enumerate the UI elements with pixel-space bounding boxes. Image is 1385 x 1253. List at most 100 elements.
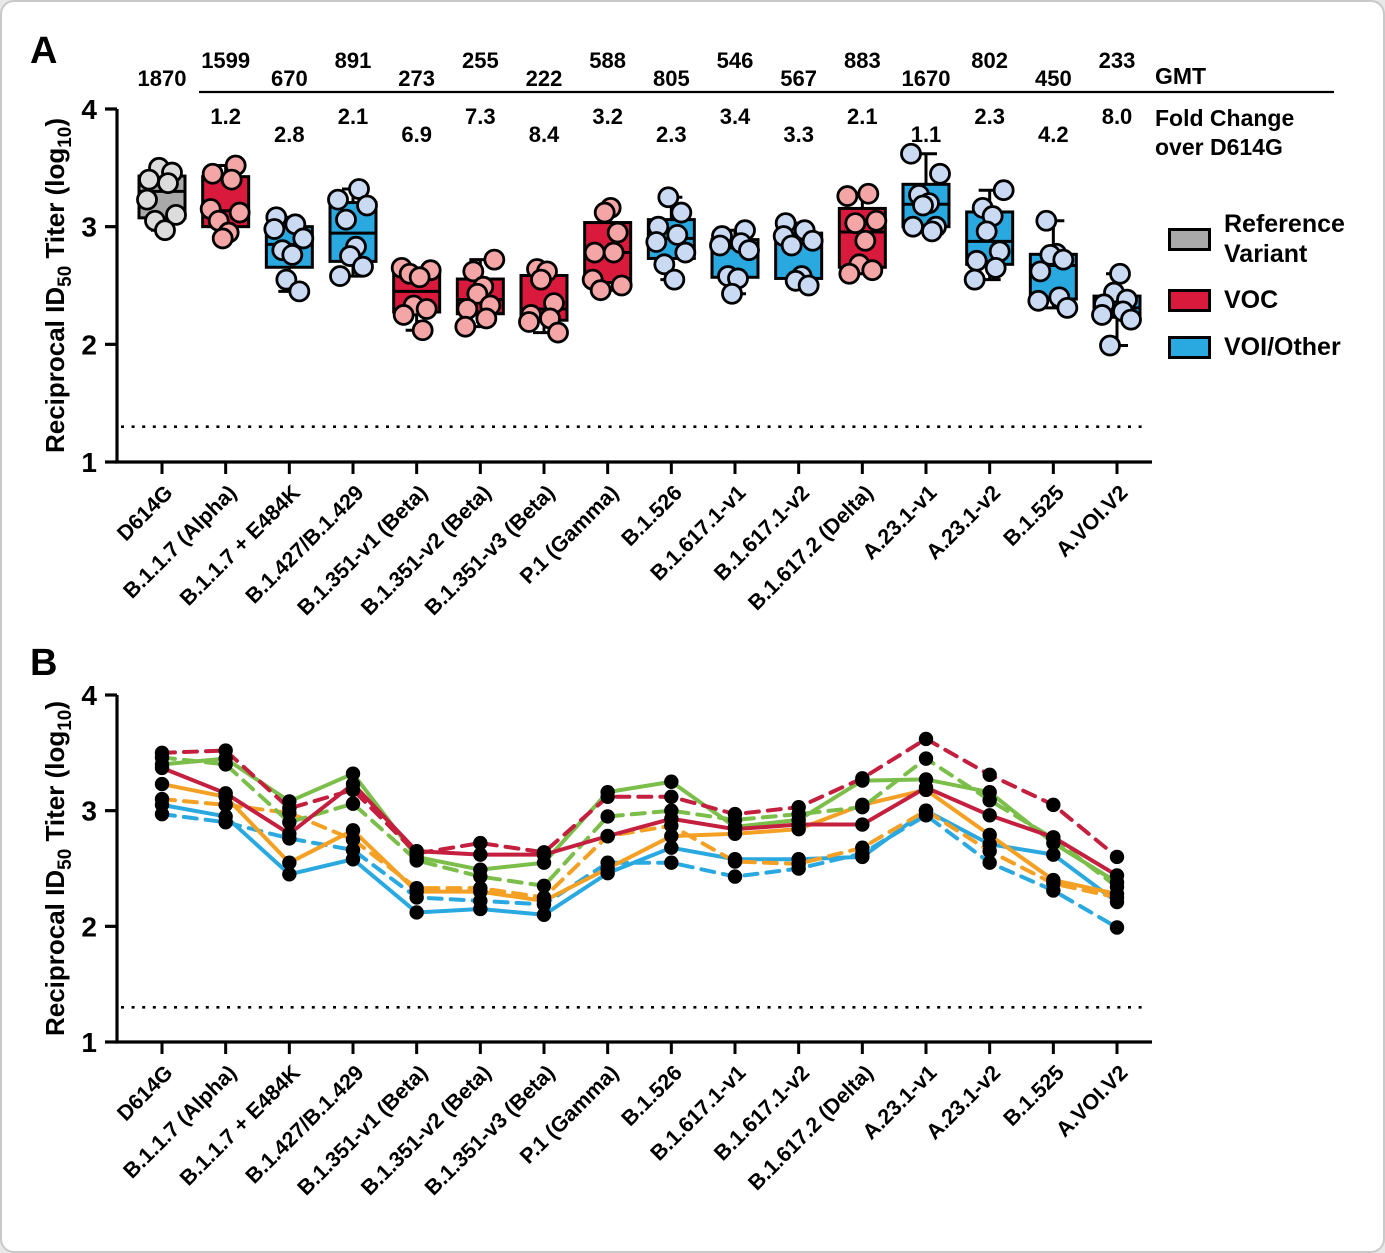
gmt-column-title: GMT [1155,63,1207,89]
serum-data-point [918,751,934,766]
serum-data-point [462,260,485,283]
serum-data-point [982,837,997,852]
gmt-value-B.1.617.1-v2: 567 [780,66,817,91]
panel-a-x-label-B.1.427/B.1.429: B.1.427/B.1.429 [241,481,369,609]
fold-change-value-B.1.617.1-v1: 3.4 [720,104,751,129]
serum-data-point [602,241,625,264]
serum-line-serum-7 [160,802,1119,917]
serum-data-point [855,817,870,832]
serum-data-point [288,280,311,303]
panel-b-y-tick-label: 1 [81,1027,97,1058]
serum-line-serum-5 [160,782,1119,903]
serum-data-point [282,805,297,821]
fold-change-value-B.1.427/B.1.429: 2.1 [338,104,369,129]
fold-change-value-B.1.526: 2.3 [656,122,687,147]
panel-a-x-label-B.1.1.7 (Alpha): B.1.1.7 (Alpha) [119,481,242,604]
serum-data-point [791,806,806,822]
gmt-value-B.1.351-v1 (Beta): 273 [398,66,435,91]
serum-data-point [606,221,629,244]
serum-data-point [356,194,378,217]
serum-data-point [912,194,934,217]
serum-data-point [918,808,934,823]
serum-data-point [610,274,633,297]
serum-data-point [473,847,488,862]
serum-line-serum-1 [160,765,1119,878]
fold-change-value-B.1.1.7 + E484K: 2.8 [274,122,305,147]
serum-line-serum-3 [160,756,1119,885]
serum-data-point [547,321,569,344]
serum-data-point [709,234,731,257]
serum-data-point [780,234,803,257]
serum-data-point [663,268,686,291]
serum-data-point [1091,304,1113,326]
box-plot-B.1.526 [645,186,697,291]
box-plot-B.1.617.1-v1 [709,219,760,305]
legend-label-voc: VOC [1224,286,1279,314]
legend-item-voc: VOC [1168,286,1345,316]
serum-data-point [836,185,859,207]
serum-data-point [855,797,870,813]
panel-b-x-label-B.1.427/B.1.429: B.1.427/B.1.429 [241,1061,369,1189]
serum-data-point [653,253,676,276]
serum-data-point [929,162,951,185]
serum-data-point [409,890,424,905]
box-plot-B.1.351-v1 (Beta) [390,256,442,342]
gmt-value-B.1.526: 805 [653,66,690,91]
legend-swatch-reference [1168,228,1211,251]
box-plot-B.1.617.1-v2 [772,212,824,297]
serum-data-point [154,806,170,822]
serum-data-point [984,256,1007,279]
serum-data-point [664,818,679,833]
panel-b-y-tick-label: 4 [81,680,97,711]
serum-data-point [282,855,297,870]
serum-data-point [664,789,679,804]
serum-data-point [536,855,552,870]
serum-data-point [918,731,934,747]
serum-data-point [902,215,924,238]
gmt-value-D614G: 1870 [138,66,187,91]
serum-data-point [861,259,884,282]
serum-data-point [1027,289,1050,312]
serum-data-point [854,229,877,252]
panel-b-y-tick-label: 2 [81,911,97,942]
serum-data-point [921,220,943,243]
serum-data-point [666,224,689,246]
panel-b-y-tick-label: 3 [81,796,97,827]
serum-data-point [536,907,552,922]
serum-data-point [136,188,158,211]
serum-data-point [473,893,488,909]
box-plot-B.1.427/B.1.429 [327,178,378,287]
serum-data-point [589,279,612,302]
fold-change-value-B.1.525: 4.2 [1038,122,1069,147]
serum-data-point [536,897,552,912]
serum-data-point [583,241,606,264]
panel-a-y-axis-title: Reciprocal ID50 Titer (log10) [40,118,76,453]
gmt-value-A.23.1-v2: 802 [971,48,1008,73]
serum-data-point [281,244,304,266]
serum-data-point [670,201,693,224]
serum-data-point [352,255,374,278]
serum-data-point [154,219,176,242]
serum-data-point [600,865,615,881]
serum-data-point [727,826,743,841]
serum-data-point [282,867,297,882]
fold-change-value-P.1 (Gamma): 3.2 [592,104,623,129]
serum-data-point [738,239,760,262]
gmt-value-B.1.617.2 (Delta): 883 [844,48,881,73]
gmt-value-B.1.1.7 + E484K: 670 [271,66,308,91]
serum-data-point [992,179,1015,202]
serum-data-point [855,773,870,788]
serum-data-point [1046,847,1061,862]
serum-data-point [1046,883,1061,898]
serum-data-point [664,855,679,870]
serum-line-serum-4 [160,755,1119,890]
serum-data-point [409,853,424,868]
serum-data-point [530,268,552,291]
panel-a-label: A [30,30,58,72]
panel-b-y-axis-title: Reciprocal ID50 Titer (log10) [40,701,76,1036]
serum-data-point [154,776,170,792]
serum-data-point [327,188,349,211]
serum-data-point [138,168,160,191]
